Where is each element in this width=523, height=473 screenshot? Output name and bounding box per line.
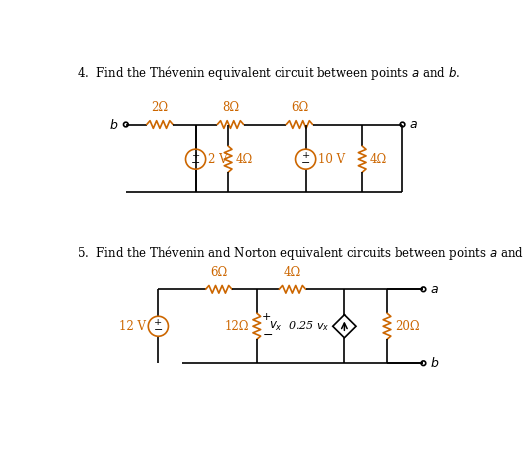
Text: −: −	[154, 325, 163, 335]
Text: 8Ω: 8Ω	[222, 101, 239, 114]
Text: 12 V: 12 V	[119, 320, 146, 333]
Text: −: −	[262, 329, 272, 342]
Text: $b$: $b$	[109, 117, 118, 131]
Text: −: −	[301, 158, 310, 168]
Text: 4Ω: 4Ω	[284, 265, 301, 279]
Text: 10 V: 10 V	[318, 153, 345, 166]
Text: 2 V: 2 V	[208, 153, 228, 166]
Text: +: +	[262, 312, 271, 322]
Text: +: +	[301, 151, 310, 160]
Text: 6Ω: 6Ω	[291, 101, 308, 114]
Text: −: −	[191, 158, 200, 168]
Text: +: +	[154, 318, 163, 327]
Text: 12Ω: 12Ω	[224, 320, 249, 333]
Text: $b$: $b$	[429, 356, 439, 370]
Text: $v_x$: $v_x$	[269, 320, 283, 333]
Text: 20Ω: 20Ω	[395, 320, 419, 333]
Text: 0.25 $v_x$: 0.25 $v_x$	[288, 319, 329, 333]
Text: 4Ω: 4Ω	[370, 153, 387, 166]
Text: 4.  Find the Thévenin equivalent circuit between points $a$ and $b$.: 4. Find the Thévenin equivalent circuit …	[77, 64, 460, 82]
Text: 2Ω: 2Ω	[151, 101, 168, 114]
Text: 5.  Find the Thévenin and Norton equivalent circuits between points $a$ and $b$.: 5. Find the Thévenin and Norton equivale…	[77, 244, 523, 262]
Text: $a$: $a$	[408, 118, 417, 131]
Text: $a$: $a$	[429, 283, 438, 296]
Text: 4Ω: 4Ω	[236, 153, 253, 166]
Text: +: +	[191, 151, 200, 160]
Text: 6Ω: 6Ω	[210, 265, 228, 279]
